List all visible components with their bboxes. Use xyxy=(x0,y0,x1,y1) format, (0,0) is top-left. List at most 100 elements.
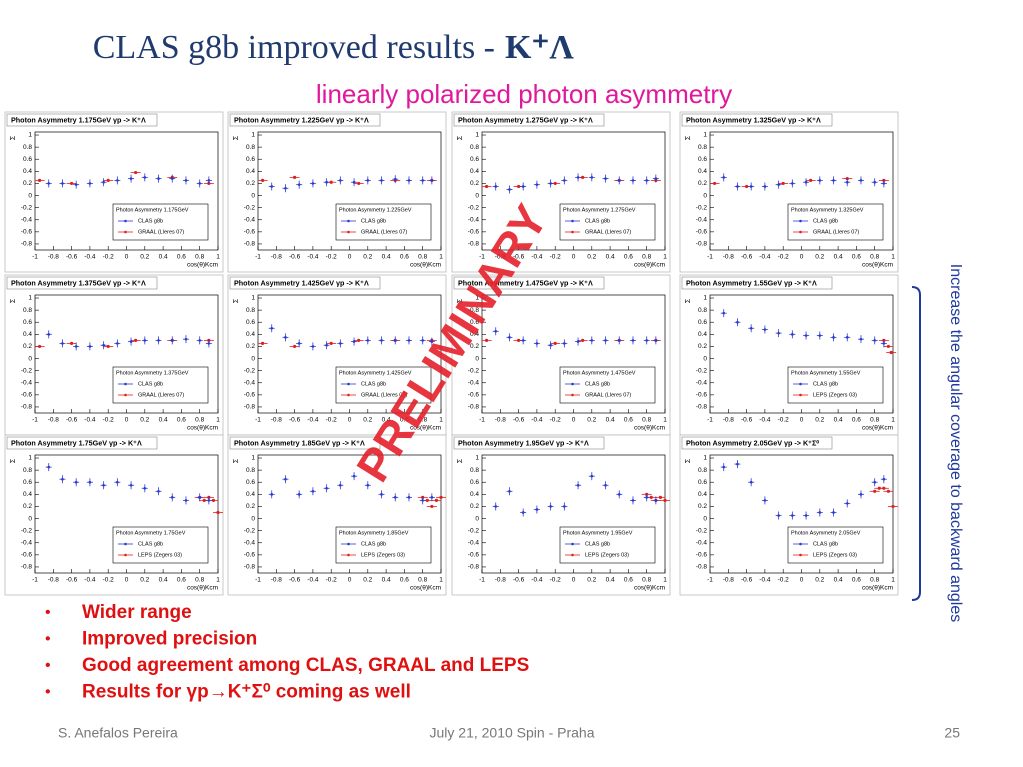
clas-point xyxy=(818,179,822,182)
panel-frame xyxy=(4,111,224,273)
x-tick-label: -0.6 xyxy=(741,254,753,261)
x-tick-label: -0.4 xyxy=(307,417,319,424)
legend-entry: CLAS g8b xyxy=(585,218,610,224)
x-tick-label: -0.2 xyxy=(103,254,115,261)
panel-title: Photon Asymmetry 1.85GeV γp -> K⁺Λ xyxy=(234,438,365,447)
y-tick-label: -0.6 xyxy=(468,552,480,559)
plot-panel: Photon Asymmetry 2.05GeV γp -> K⁺Σ⁰ Σ -0.8… xyxy=(679,434,899,596)
clas-point xyxy=(207,499,211,502)
plot-panel: Photon Asymmetry 1.175GeV γp -> K⁺Λ Σ -0.8… xyxy=(4,111,224,273)
other-point xyxy=(293,175,297,179)
x-tick-label: 0.4 xyxy=(159,254,168,261)
y-tick-label: -0.6 xyxy=(244,392,256,399)
y-tick-label: -0.8 xyxy=(21,241,33,248)
panel-title: Photon Asymmetry 1.425GeV γp -> K⁺Λ xyxy=(234,278,369,287)
clas-point xyxy=(339,179,342,182)
y-axis-label: Σ xyxy=(457,298,464,303)
x-tick-label: -0.8 xyxy=(495,577,507,584)
other-point xyxy=(260,341,265,346)
x-tick-label: 0.2 xyxy=(587,577,596,584)
x-tick-label: -1 xyxy=(479,254,485,261)
x-tick-label: -0.6 xyxy=(741,577,753,584)
clas-point xyxy=(143,486,147,490)
y-tick-label: -0.2 xyxy=(21,204,33,211)
y-tick-label: 0.6 xyxy=(23,479,32,486)
x-tick-label: -0.2 xyxy=(103,577,115,584)
x-tick-label: -0.2 xyxy=(326,577,338,584)
legend-title: Photon Asymmetry 1.325GeV xyxy=(791,207,864,213)
legend-title: Photon Asymmetry 1.225GeV xyxy=(339,207,412,213)
clas-point xyxy=(494,330,498,333)
clas-point xyxy=(617,339,621,342)
side-note: Increase the angular coverage to backwar… xyxy=(947,264,964,622)
legend-title: Photon Asymmetry 2.05GeV xyxy=(791,530,861,536)
clas-point xyxy=(521,185,525,188)
clas-point xyxy=(763,185,767,188)
x-tick-label: 0.4 xyxy=(159,417,168,424)
y-tick-label: 1 xyxy=(251,455,255,462)
other-point xyxy=(329,180,333,184)
x-tick-label: 0 xyxy=(348,417,352,424)
clas-point xyxy=(207,342,211,345)
clas-point xyxy=(654,339,658,342)
panel-title-box xyxy=(453,276,605,290)
x-tick-label: 0.8 xyxy=(195,577,204,584)
clas-point xyxy=(47,465,51,469)
x-tick-label: 0.6 xyxy=(624,577,633,584)
y-tick-label: 0.8 xyxy=(23,144,32,151)
legend-swatch-dot xyxy=(347,542,350,546)
x-tick-label: -0.8 xyxy=(271,254,283,261)
clas-point xyxy=(749,480,753,484)
other-point xyxy=(649,495,653,499)
x-tick-label: -0.4 xyxy=(759,254,771,261)
clas-point xyxy=(297,183,301,186)
other-point xyxy=(357,338,361,342)
clas-point xyxy=(393,177,397,181)
y-tick-label: -0.2 xyxy=(696,367,708,374)
y-tick-label: 0 xyxy=(28,192,32,199)
clas-point xyxy=(576,176,580,179)
y-tick-label: 0.6 xyxy=(470,156,479,163)
clas-point xyxy=(284,477,287,481)
clas-point xyxy=(590,474,594,478)
y-tick-label: 1 xyxy=(475,295,479,302)
legend-swatch-dot xyxy=(799,553,802,557)
x-tick-label: 1 xyxy=(891,254,895,261)
clas-point xyxy=(311,182,315,185)
y-axis-label: Σ xyxy=(233,298,240,303)
other-point xyxy=(882,486,886,490)
other-point xyxy=(745,184,749,189)
legend-title: Photon Asymmetry 1.85GeV xyxy=(339,530,409,536)
clas-point xyxy=(604,339,607,342)
clas-point xyxy=(102,180,105,184)
clas-point xyxy=(184,337,188,341)
y-tick-label: 0.2 xyxy=(23,503,32,510)
clas-point xyxy=(882,477,886,481)
clas-point xyxy=(494,505,498,508)
clas-point xyxy=(366,339,370,342)
clas-point xyxy=(198,496,201,499)
other-point xyxy=(202,498,206,502)
x-tick-label: -1 xyxy=(32,417,38,424)
footer-event: July 21, 2010 Spin - Praha xyxy=(430,725,595,741)
x-tick-label: 0.6 xyxy=(624,417,633,424)
panel-title-box xyxy=(6,113,158,127)
x-tick-label: -1 xyxy=(707,577,713,584)
x-tick-label: 0.2 xyxy=(815,417,824,424)
x-tick-label: 0 xyxy=(125,417,129,424)
clas-point xyxy=(88,345,92,348)
other-point xyxy=(293,344,297,349)
other-point xyxy=(781,181,785,186)
x-tick-label: 0.4 xyxy=(382,577,391,584)
y-tick-label: -0.6 xyxy=(244,552,256,559)
panel-title: Photon Asymmetry 1.175GeV γp -> K⁺Λ xyxy=(11,115,146,124)
y-tick-label: 0.4 xyxy=(698,168,707,175)
clas-point xyxy=(129,340,133,343)
clas-point xyxy=(88,480,92,484)
clas-point xyxy=(604,177,607,180)
x-axis-label: cos(θ)Kcm xyxy=(410,262,441,269)
clas-point xyxy=(873,180,876,184)
panel-frame xyxy=(227,274,447,436)
clas-point xyxy=(102,483,105,487)
